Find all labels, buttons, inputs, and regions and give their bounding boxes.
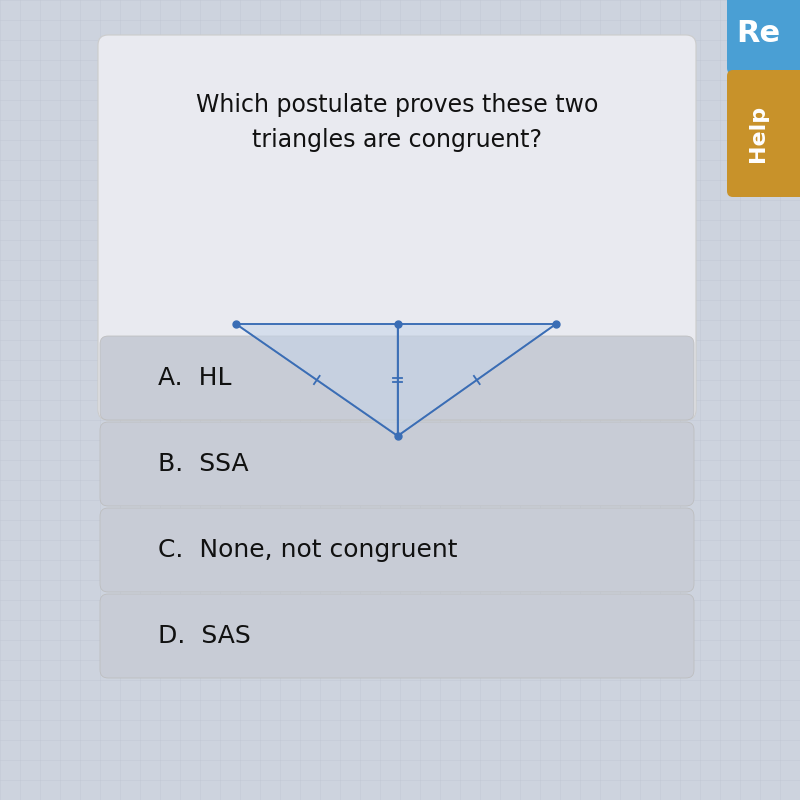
Text: Which postulate proves these two: Which postulate proves these two <box>196 93 598 117</box>
FancyBboxPatch shape <box>100 336 694 420</box>
Text: A.  HL: A. HL <box>158 366 231 390</box>
Text: B.  SSA: B. SSA <box>158 452 249 476</box>
Polygon shape <box>398 324 556 436</box>
FancyBboxPatch shape <box>98 35 696 420</box>
FancyBboxPatch shape <box>100 594 694 678</box>
Polygon shape <box>236 324 398 436</box>
Text: C.  None, not congruent: C. None, not congruent <box>158 538 458 562</box>
FancyBboxPatch shape <box>100 422 694 506</box>
Text: Re: Re <box>736 19 780 49</box>
FancyBboxPatch shape <box>727 0 800 74</box>
Text: D.  SAS: D. SAS <box>158 624 250 648</box>
FancyBboxPatch shape <box>100 508 694 592</box>
FancyBboxPatch shape <box>727 70 800 197</box>
Text: Help: Help <box>748 105 768 162</box>
Text: triangles are congruent?: triangles are congruent? <box>252 128 542 152</box>
